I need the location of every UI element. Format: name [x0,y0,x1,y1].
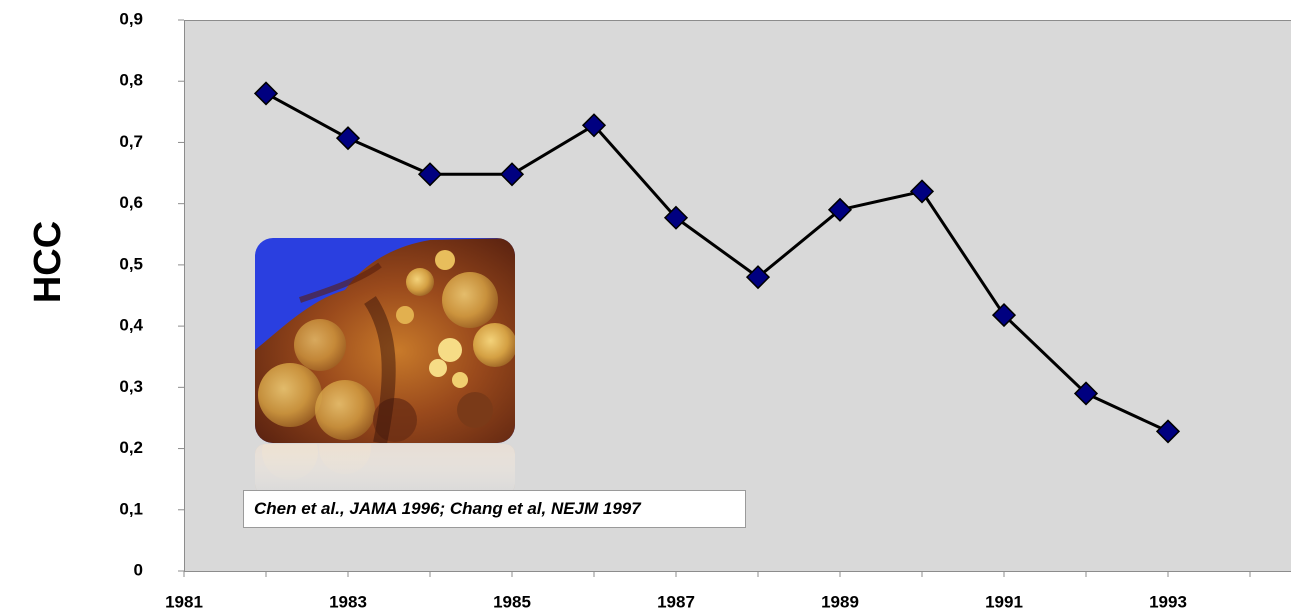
y-tick-label: 0,4 [119,316,143,335]
series-markers [253,81,1181,444]
data-point-marker [253,81,279,106]
data-point-marker [499,162,525,187]
data-point-marker [1073,381,1099,406]
data-point-marker [417,162,443,187]
data-point-marker [745,265,771,290]
series-line [265,92,1169,433]
y-tick-label: 0,1 [119,499,143,518]
data-point-marker [581,113,607,138]
x-tick-label: 1993 [1149,592,1187,611]
y-axis-label: HCC [27,221,69,303]
y-tick-label: 0,7 [119,132,143,151]
y-tick-label: 0,6 [119,193,143,212]
y-axis-tick-labels: 0 0,1 0,2 0,3 0,4 0,5 0,6 0,7 0,8 0,9 [119,9,143,579]
series-polyline [265,92,1169,433]
data-point-marker [335,126,361,151]
liver-tumor-photo [255,238,515,494]
data-point-marker [663,205,689,230]
x-axis-ticks [183,571,1251,577]
data-point-marker [1155,419,1181,444]
y-tick-label: 0,5 [119,254,143,273]
x-tick-label: 1983 [329,592,367,611]
y-axis-ticks [178,19,184,572]
y-tick-label: 0,2 [119,438,143,457]
data-point-marker [827,197,853,222]
data-point-marker [991,303,1017,328]
y-tick-label: 0,8 [119,71,143,90]
y-tick-label: 0,9 [119,9,143,28]
x-tick-label: 1987 [657,592,695,611]
y-tick-label: 0,3 [119,377,143,396]
citation-annotation: Chen et al., JAMA 1996; Chang et al, NEJ… [243,490,746,528]
x-tick-label: 1991 [985,592,1023,611]
x-tick-label: 1989 [821,592,859,611]
x-tick-label: 1985 [493,592,531,611]
y-tick-label: 0 [134,560,143,579]
x-axis-tick-labels: 1981 1983 1985 1987 1989 1991 1993 [165,592,1187,611]
x-tick-label: 1981 [165,592,203,611]
data-point-marker [909,179,935,204]
